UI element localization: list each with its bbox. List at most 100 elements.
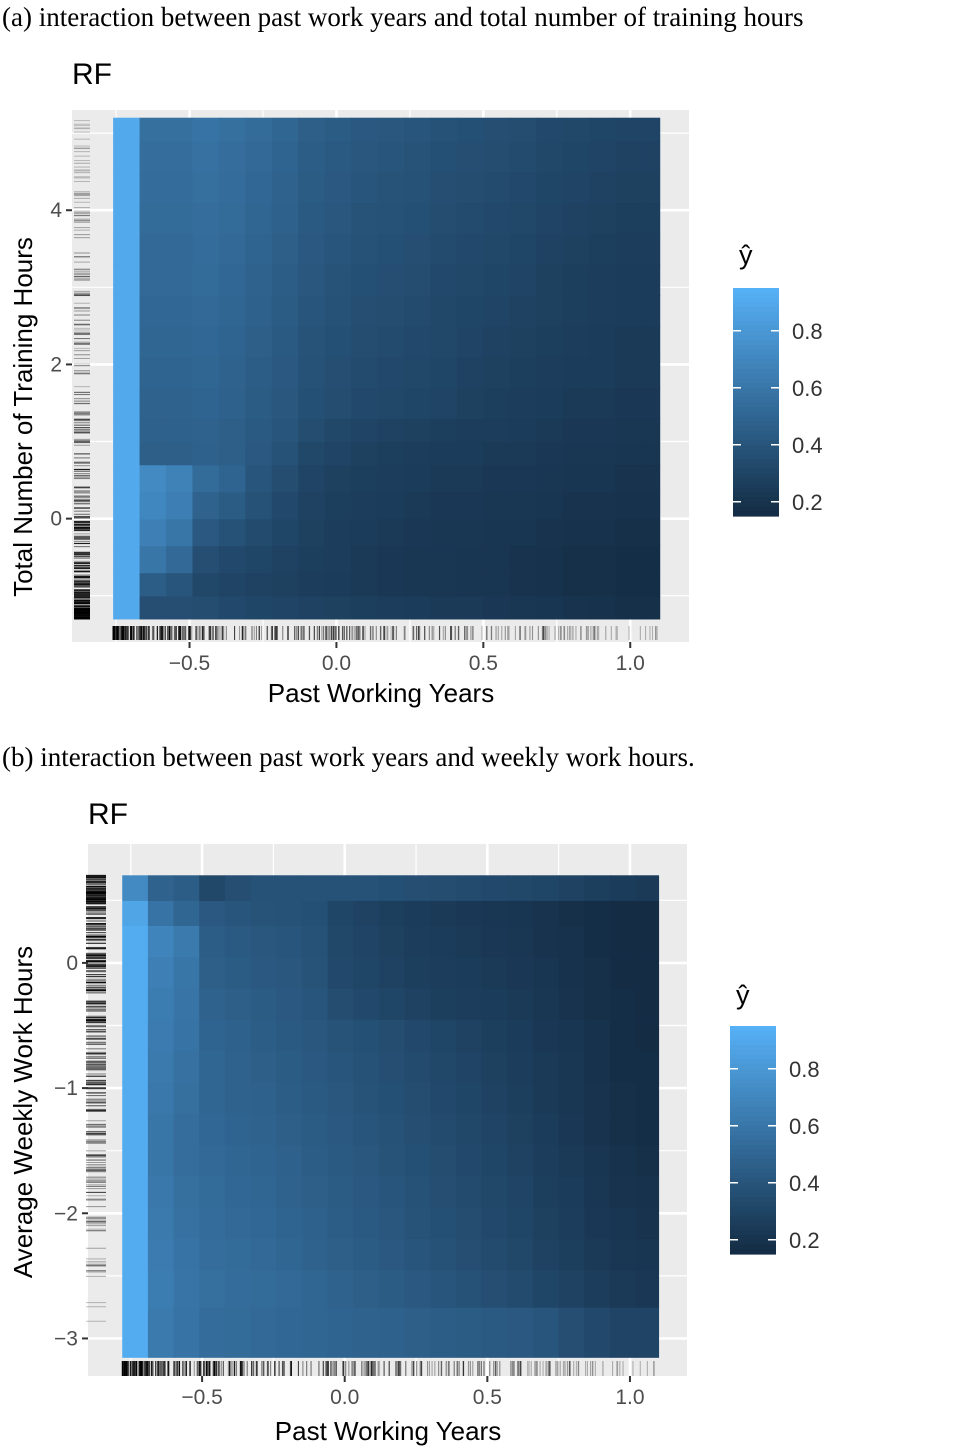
heatmap-tile	[324, 545, 352, 574]
heatmap-tile	[192, 387, 220, 420]
heatmap-tile	[224, 1081, 252, 1114]
heatmap-tile	[276, 1144, 303, 1177]
heatmap-tile	[192, 595, 220, 620]
heatmap-tile	[609, 987, 637, 1020]
legend-color-step	[733, 340, 779, 346]
heatmap-tile	[641, 202, 661, 234]
heatmap-tile	[298, 441, 326, 466]
heatmap-tile	[353, 1050, 380, 1083]
heatmap-tile	[122, 1207, 149, 1239]
heatmap-tile	[122, 925, 149, 958]
heatmap-tile	[584, 1207, 611, 1239]
heatmap-tile	[558, 925, 585, 958]
heatmap-tile	[245, 464, 273, 493]
heatmap-tile	[166, 356, 194, 389]
heatmap-tile	[430, 900, 457, 926]
heatmap-tile	[430, 140, 458, 173]
heatmap-tile	[324, 171, 352, 204]
heatmap-tile	[404, 900, 431, 926]
heatmap-tile	[404, 325, 432, 358]
heatmap-tile	[404, 1175, 431, 1208]
heatmap-tile	[199, 956, 226, 989]
heatmap-tile	[218, 387, 246, 420]
heatmap-tile	[615, 202, 643, 234]
legend-color-step	[730, 1083, 776, 1089]
heatmap-tile	[404, 264, 432, 296]
heatmap-tile	[147, 1307, 175, 1358]
heatmap-tile	[589, 202, 617, 234]
heatmap-tile	[113, 264, 141, 296]
heatmap-tile	[635, 1238, 660, 1271]
heatmap-tile	[377, 595, 405, 620]
heatmap-tile	[147, 900, 175, 926]
heatmap-tile	[483, 202, 511, 234]
heatmap-tile	[377, 545, 405, 574]
heatmap-tile	[532, 925, 560, 958]
heatmap-tile	[404, 1307, 431, 1358]
heatmap-tile	[218, 572, 246, 597]
heatmap-tile	[224, 900, 252, 926]
heatmap-tile	[378, 1207, 406, 1239]
heatmap-tile	[139, 441, 167, 466]
heatmap-tile	[455, 1113, 483, 1146]
heatmap-tile	[353, 1175, 380, 1208]
heatmap-tile	[536, 295, 564, 327]
heatmap-tile	[324, 518, 352, 547]
heatmap-tile	[353, 900, 380, 926]
heatmap-tile	[483, 545, 511, 574]
heatmap-tile	[641, 171, 661, 204]
legend-color-step	[733, 402, 779, 408]
heatmap-tile	[562, 171, 590, 204]
heatmap-tile	[430, 356, 458, 389]
heatmap-tile	[509, 518, 537, 547]
heatmap-tile	[635, 875, 660, 901]
heatmap-tile	[536, 233, 564, 265]
legend-color-step	[730, 1064, 776, 1070]
heatmap-tile	[271, 264, 299, 296]
heatmap-tile	[245, 233, 273, 265]
heatmap-tile	[635, 1307, 660, 1358]
heatmap-tile	[430, 441, 458, 466]
heatmap-tile	[430, 233, 458, 265]
heatmap-tile	[199, 1019, 226, 1052]
heatmap-tile	[166, 117, 194, 142]
heatmap-tile	[173, 1175, 200, 1208]
heatmap-tile	[404, 202, 432, 234]
heatmap-tile	[456, 545, 484, 574]
heatmap-tile	[404, 518, 432, 547]
heatmap-tile	[562, 140, 590, 173]
legend-color-step	[730, 1168, 776, 1174]
heatmap-tile	[276, 956, 303, 989]
heatmap-tile	[455, 875, 483, 901]
heatmap-tile	[245, 295, 273, 327]
heatmap-tile	[509, 572, 537, 597]
heatmap-tile	[404, 595, 432, 620]
heatmap-tile	[173, 1113, 200, 1146]
legend-title: ŷ	[736, 980, 750, 1010]
heatmap-tile	[635, 900, 660, 926]
heatmap-tile	[192, 418, 220, 443]
legend-color-step	[733, 468, 779, 474]
heatmap-tile	[404, 545, 432, 574]
heatmap-tile	[562, 491, 590, 520]
heatmap-tile	[558, 1307, 585, 1358]
heatmap-tile	[404, 140, 432, 173]
heatmap-tile	[641, 387, 661, 420]
heatmap-tile	[507, 1050, 534, 1083]
heatmap-tile	[404, 356, 432, 389]
legend-color-step	[730, 1068, 776, 1075]
heatmap-tile	[301, 956, 329, 989]
legend-color-step	[730, 1111, 776, 1117]
heatmap-tiles	[113, 117, 661, 620]
heatmap-tile	[536, 356, 564, 389]
heatmap-tile	[224, 875, 252, 901]
heatmap-tile	[562, 356, 590, 389]
heatmap-tile	[224, 1269, 252, 1308]
heatmap-tile	[615, 518, 643, 547]
heatmap-tile	[456, 491, 484, 520]
legend-color-step	[733, 330, 779, 337]
heatmap-tile	[456, 572, 484, 597]
heatmap-tile	[483, 171, 511, 204]
heatmap-tile	[113, 171, 141, 204]
heatmap-tile	[298, 171, 326, 204]
